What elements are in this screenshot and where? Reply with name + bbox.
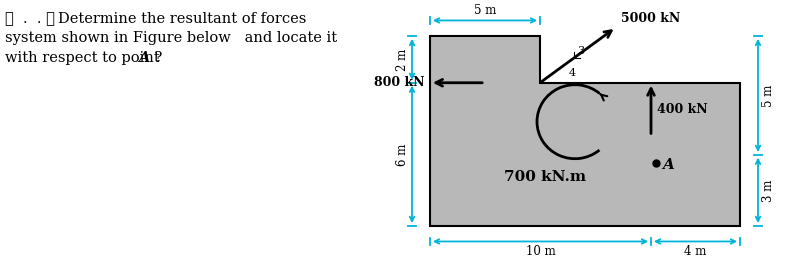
Text: 3 m: 3 m <box>762 179 775 202</box>
Text: 4: 4 <box>569 68 576 77</box>
Text: 6 m: 6 m <box>396 143 409 166</box>
Text: 2 m: 2 m <box>396 48 409 70</box>
Text: ?: ? <box>150 51 162 65</box>
Text: 5 m: 5 m <box>474 4 496 17</box>
Text: with respect to point: with respect to point <box>5 51 164 65</box>
Text: 800 kN: 800 kN <box>374 76 425 89</box>
Text: 4 m: 4 m <box>684 245 706 258</box>
Text: 5000 kN: 5000 kN <box>621 12 680 25</box>
Text: 10 m: 10 m <box>526 245 555 258</box>
Text: Determine the resultant of forces: Determine the resultant of forces <box>58 12 306 26</box>
Polygon shape <box>430 36 740 226</box>
Text: ⍉  .  . ⍉: ⍉ . . ⍉ <box>5 12 55 26</box>
Text: A: A <box>138 51 150 65</box>
Text: 5 m: 5 m <box>762 84 775 107</box>
Text: 700 kN.m: 700 kN.m <box>504 170 586 184</box>
Text: A: A <box>662 158 674 172</box>
Text: system shown in Figure below   and locate it: system shown in Figure below and locate … <box>5 31 337 45</box>
Text: 400 kN: 400 kN <box>657 103 708 116</box>
Text: 3: 3 <box>578 46 584 56</box>
